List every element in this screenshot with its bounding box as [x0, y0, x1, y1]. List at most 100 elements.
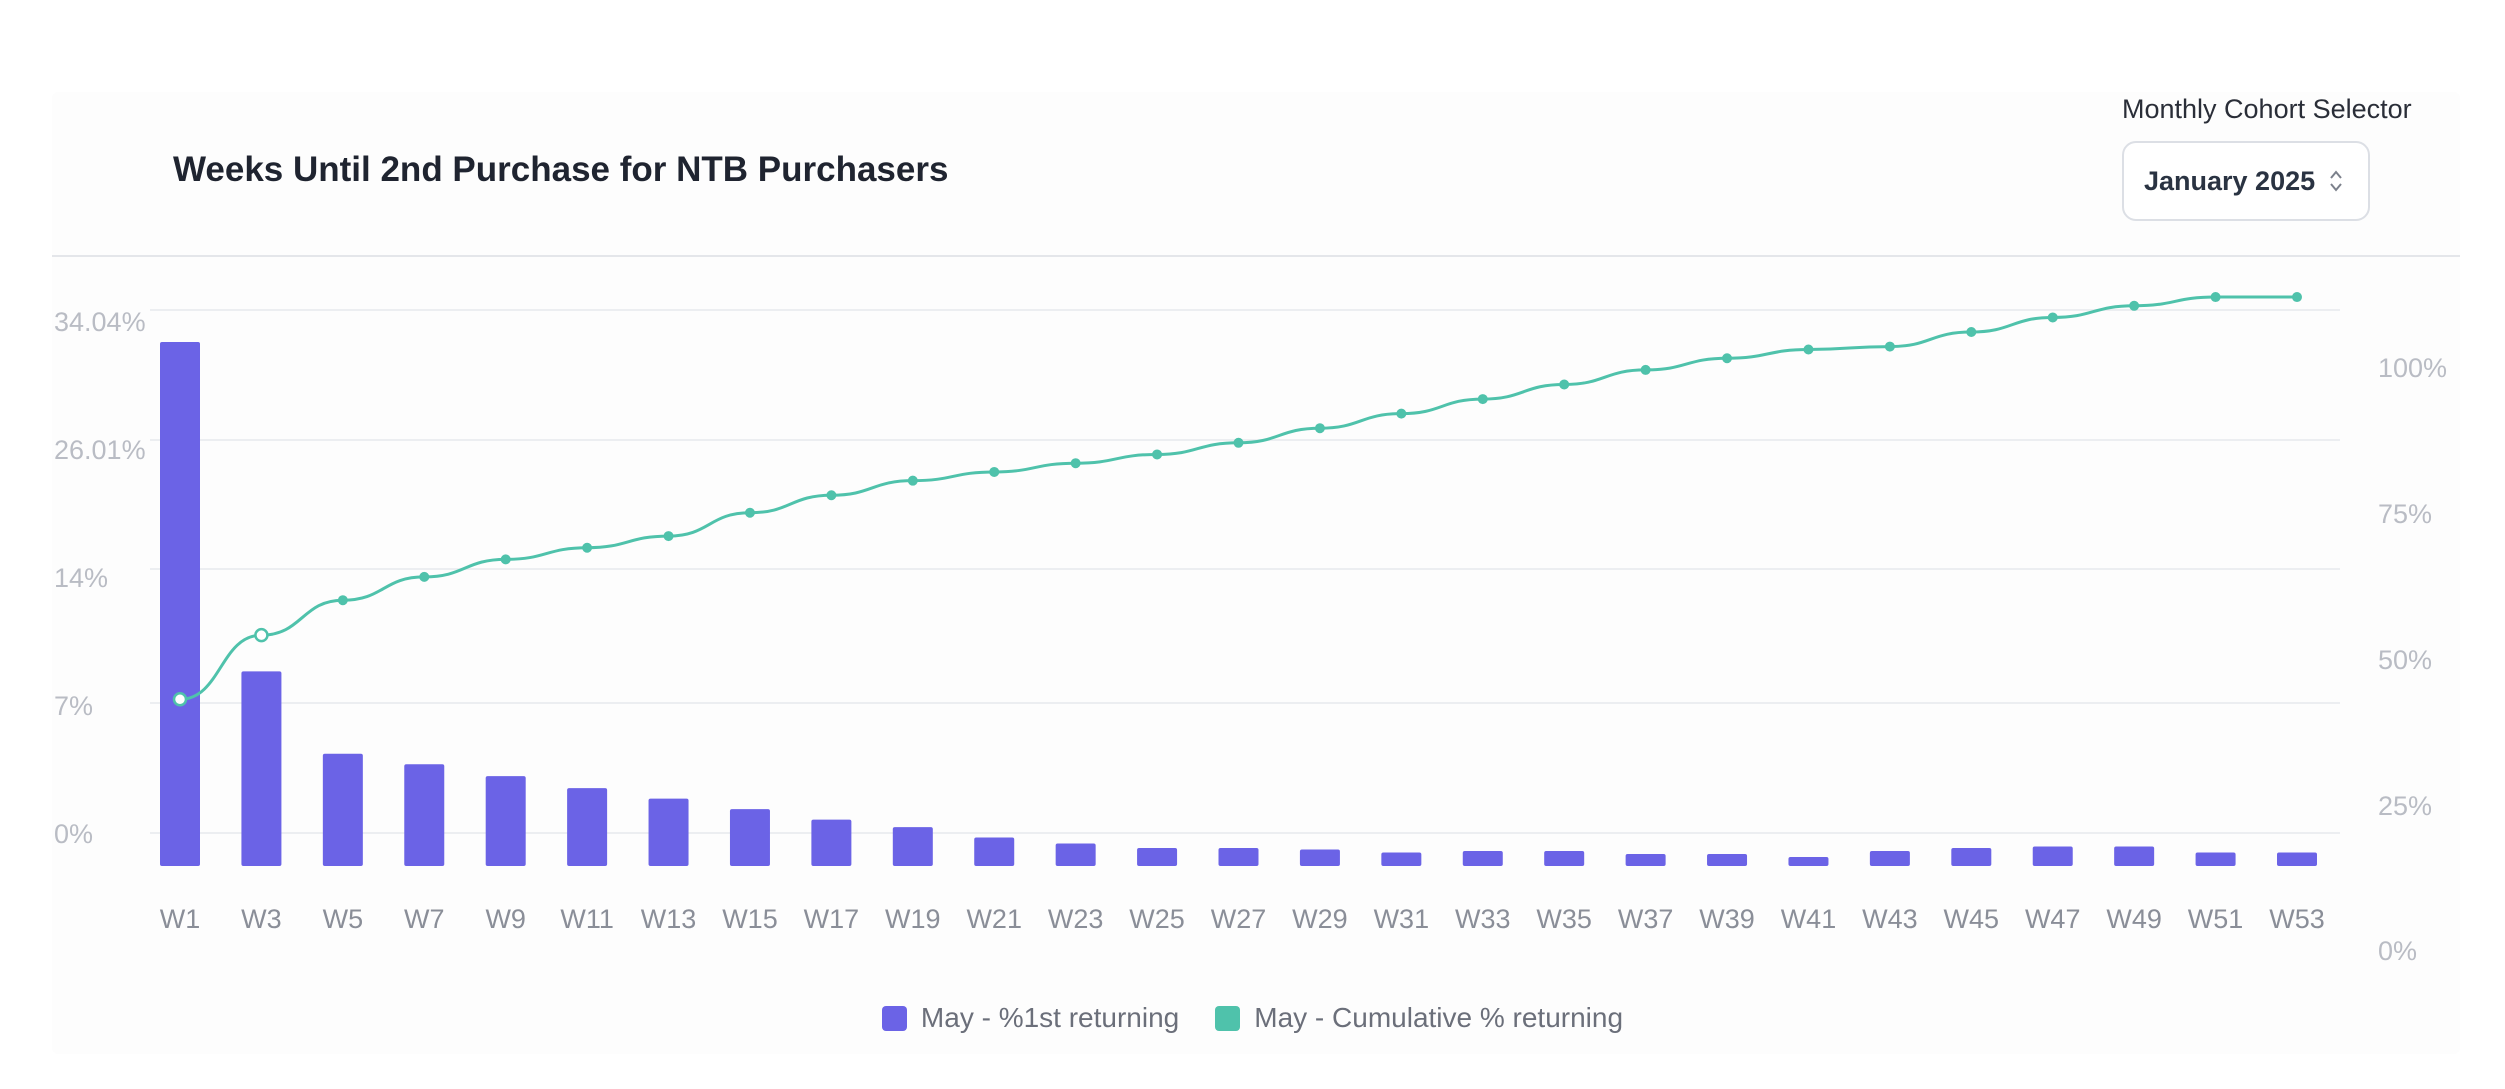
- bar[interactable]: [1462, 851, 1503, 866]
- x-axis-tick-label: W29: [1292, 904, 1348, 934]
- bar[interactable]: [1951, 848, 1992, 866]
- bar[interactable]: [648, 798, 689, 866]
- right-axis-tick-label: 25%: [2378, 791, 2432, 821]
- line-point[interactable]: [1966, 327, 1977, 338]
- line-point[interactable]: [663, 531, 674, 542]
- x-axis-tick-label: W43: [1862, 904, 1918, 934]
- bar[interactable]: [1137, 848, 1178, 866]
- line-point[interactable]: [1396, 408, 1407, 419]
- line-point[interactable]: [419, 571, 430, 582]
- line-point[interactable]: [2210, 292, 2221, 303]
- x-axis-tick-label: W11: [560, 904, 614, 934]
- bar[interactable]: [811, 819, 852, 866]
- x-axis-tick-label: W53: [2269, 904, 2325, 934]
- line-point[interactable]: [1314, 423, 1325, 434]
- line-point[interactable]: [172, 692, 188, 707]
- x-axis-tick-label: W49: [2106, 904, 2162, 934]
- x-axis-tick-label: W7: [404, 904, 445, 934]
- x-axis-tick-label: W45: [1944, 904, 2000, 934]
- left-axis-tick-label: 0%: [54, 819, 93, 849]
- line-point[interactable]: [1559, 379, 1570, 390]
- x-axis-tick-label: W33: [1455, 904, 1511, 934]
- header-divider: [52, 255, 2460, 257]
- legend-swatch-line: [1215, 1005, 1241, 1031]
- bar[interactable]: [160, 342, 200, 866]
- line-point[interactable]: [1233, 437, 1244, 448]
- bar[interactable]: [322, 753, 363, 866]
- bar[interactable]: [1299, 849, 1340, 866]
- line-point[interactable]: [744, 507, 755, 518]
- bar[interactable]: [2032, 846, 2073, 866]
- legend-item-bar[interactable]: May - %1st returning: [881, 1002, 1180, 1034]
- bar[interactable]: [729, 809, 770, 866]
- line-point[interactable]: [1152, 449, 1163, 460]
- right-axis-tick-label: 50%: [2378, 645, 2432, 675]
- line-point[interactable]: [907, 475, 918, 486]
- x-axis-tick-label: W27: [1211, 904, 1267, 934]
- bar[interactable]: [241, 671, 282, 866]
- line-point[interactable]: [337, 595, 348, 606]
- bar[interactable]: [1381, 852, 1422, 866]
- legend-item-line[interactable]: May - Cumulative % returning: [1215, 1002, 1623, 1034]
- line-point[interactable]: [582, 542, 593, 553]
- bar[interactable]: [404, 764, 445, 866]
- cohort-selector-label: Monthly Cohort Selector: [2122, 94, 2412, 124]
- line-point[interactable]: [826, 490, 837, 501]
- line-point[interactable]: [989, 466, 1000, 477]
- chevron-up-down-icon: [2329, 168, 2343, 194]
- line-series: [172, 292, 2302, 707]
- x-axis-tick-label: W39: [1699, 904, 1755, 934]
- bar[interactable]: [2114, 846, 2155, 866]
- bar[interactable]: [1625, 854, 1666, 866]
- bar[interactable]: [485, 776, 526, 866]
- left-axis-tick-label: 26.01%: [54, 435, 146, 465]
- x-axis-tick-label: W17: [804, 904, 860, 934]
- x-axis-tick-label: W5: [323, 904, 364, 934]
- line-point[interactable]: [2129, 300, 2140, 311]
- right-y-axis: 0% 25% 50% 75% 100%: [2378, 353, 2447, 966]
- left-axis-tick-label: 34.04%: [54, 307, 146, 337]
- x-axis-tick-label: W21: [966, 904, 1022, 934]
- left-axis-tick-label: 7%: [54, 691, 93, 721]
- bar[interactable]: [1055, 843, 1096, 866]
- line-point[interactable]: [1803, 344, 1814, 355]
- bar[interactable]: [567, 788, 608, 866]
- x-axis: W1 W3 W5 W7 W9 W11 W13 W15 W17 W19 W21 W23 W25 W27 W29…: [160, 904, 2325, 934]
- legend-swatch-bar: [881, 1005, 907, 1031]
- bar[interactable]: [1544, 851, 1585, 866]
- line-point[interactable]: [2292, 292, 2302, 303]
- x-axis-tick-label: W23: [1048, 904, 1104, 934]
- cumulative-line: [179, 295, 2297, 701]
- right-axis-tick-label: 100%: [2378, 353, 2447, 383]
- line-point[interactable]: [2047, 312, 2058, 323]
- bar[interactable]: [1788, 857, 1829, 866]
- bar[interactable]: [1707, 854, 1748, 866]
- line-point[interactable]: [500, 554, 511, 565]
- x-axis-tick-label: W15: [722, 904, 778, 934]
- line-point[interactable]: [254, 627, 269, 643]
- bar[interactable]: [974, 837, 1015, 866]
- cohort-selector-value: January 2025: [2144, 165, 2316, 196]
- x-axis-tick-label: W13: [641, 904, 697, 934]
- bar[interactable]: [2277, 852, 2317, 866]
- bar[interactable]: [1218, 848, 1259, 866]
- chart-title: Weeks Until 2nd Purchase for NTB Purchas…: [173, 150, 949, 189]
- x-axis-tick-label: W41: [1781, 904, 1837, 934]
- left-axis-tick-label: 14%: [54, 563, 108, 593]
- legend-label-bar: May - %1st returning: [920, 1002, 1180, 1033]
- cohort-selector[interactable]: January 2025: [2122, 141, 2370, 221]
- line-point[interactable]: [1477, 394, 1488, 405]
- line-point[interactable]: [1884, 341, 1895, 352]
- bar-series: [160, 342, 2317, 866]
- right-axis-tick-label: 0%: [2378, 936, 2417, 966]
- line-point[interactable]: [1070, 458, 1081, 469]
- bar[interactable]: [1869, 851, 1910, 866]
- x-axis-tick-label: W37: [1618, 904, 1674, 934]
- right-axis-tick-label: 75%: [2378, 499, 2432, 529]
- line-point[interactable]: [1640, 364, 1651, 375]
- bar[interactable]: [2195, 852, 2236, 866]
- line-point[interactable]: [1722, 353, 1733, 364]
- bar[interactable]: [892, 827, 933, 866]
- gridlines: [150, 309, 2340, 834]
